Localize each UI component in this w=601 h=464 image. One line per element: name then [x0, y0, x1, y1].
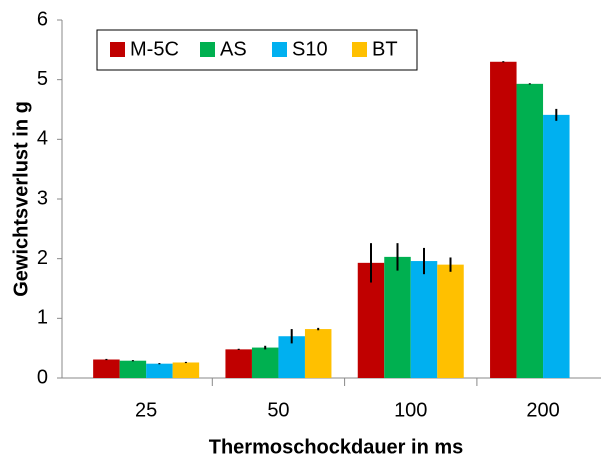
bar [172, 362, 200, 378]
legend-label: S10 [292, 38, 328, 60]
legend-swatch [110, 42, 125, 57]
y-tick-label: 1 [37, 307, 48, 329]
bar [225, 349, 252, 378]
x-tick-label: 200 [526, 399, 559, 421]
bar [516, 83, 544, 379]
y-tick-label: 2 [37, 247, 48, 269]
x-tick-label: 25 [135, 399, 157, 421]
x-axis-label: Thermoschockdauer in ms [209, 436, 464, 458]
bar [543, 114, 570, 379]
bar [384, 256, 411, 378]
y-tick-label: 0 [37, 366, 48, 388]
y-tick-label: 6 [37, 8, 48, 30]
bar [251, 347, 279, 378]
bar [490, 61, 517, 379]
legend-label: M-5C [130, 38, 179, 60]
y-tick-label: 3 [37, 187, 48, 209]
bar [410, 261, 438, 378]
bar [146, 363, 173, 378]
bar [437, 264, 464, 378]
y-tick-label: 4 [37, 128, 48, 150]
x-tick-label: 50 [267, 399, 289, 421]
legend-swatch [200, 42, 215, 57]
y-axis-label: Gewichtsverlust in g [10, 101, 32, 297]
legend-label: BT [372, 38, 398, 60]
y-tick-label: 5 [37, 68, 48, 90]
bar [119, 360, 147, 378]
bar [93, 359, 120, 378]
legend-swatch [352, 42, 367, 57]
legend-swatch [272, 42, 287, 57]
legend-label: AS [220, 38, 247, 60]
x-tick-label: 100 [394, 399, 427, 421]
bar [304, 329, 332, 378]
